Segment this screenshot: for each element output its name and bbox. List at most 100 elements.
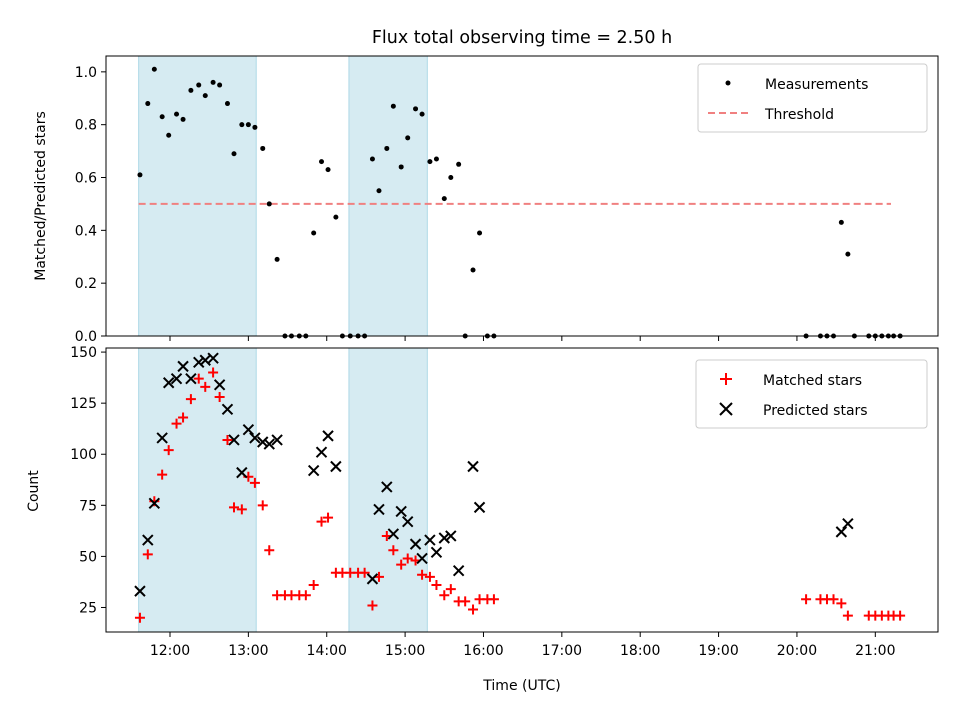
top-y-tick-label: 1.0 <box>75 65 97 81</box>
measurement-point <box>369 156 375 162</box>
measurement-point <box>477 230 483 236</box>
matched-star-point <box>157 469 168 480</box>
matched-star-point <box>308 580 319 591</box>
matched-star-point <box>417 569 428 580</box>
legend-threshold-label: Threshold <box>764 107 834 123</box>
matched-star-point <box>836 598 847 609</box>
predicted-star-point <box>395 505 407 518</box>
measurement-point <box>274 256 280 262</box>
predicted-star-point <box>315 446 328 458</box>
measurement-point <box>231 151 237 157</box>
top-y-tick-label: 0.6 <box>75 171 97 187</box>
predicted-star-point <box>473 501 486 514</box>
predicted-star-point <box>142 534 154 546</box>
predicted-star-point <box>185 372 197 385</box>
matched-star-point <box>185 394 196 405</box>
matched-star-point <box>460 596 471 607</box>
predicted-star-point <box>387 528 400 540</box>
matched-star-point <box>200 381 211 392</box>
predicted-star-point <box>257 436 269 448</box>
matched-star-point <box>178 412 189 423</box>
predicted-star-point <box>835 526 848 538</box>
measurement-point <box>180 116 186 122</box>
measurement-point <box>376 188 382 194</box>
predicted-star-point <box>366 573 379 585</box>
legend-matched-label: Matched stars <box>763 373 862 389</box>
predicted-star-point <box>330 460 342 473</box>
bottom-shaded-interval <box>138 347 257 633</box>
predicted-star-point <box>373 503 385 516</box>
matched-star-point <box>214 392 225 403</box>
predicted-star-point <box>148 497 161 509</box>
predicted-star-point <box>249 432 261 444</box>
matched-star-point <box>163 445 174 456</box>
x-tick-label: 13:00 <box>228 643 268 659</box>
measurement-point <box>390 103 396 109</box>
predicted-star-point <box>193 356 205 369</box>
predicted-star-point <box>134 585 146 597</box>
matched-star-point <box>171 418 182 429</box>
measurement-point <box>441 196 447 202</box>
predicted-star-point <box>842 518 854 530</box>
matched-star-point <box>402 553 413 564</box>
matched-star-point <box>229 502 239 513</box>
measurement-point <box>196 82 202 88</box>
top-shaded-interval <box>138 55 257 337</box>
bottom-panel: 12:00 13:00 14:00 15:00 16:00 17:00 18:00 19:00… <box>26 345 939 694</box>
top-legend: Measurements Threshold <box>697 63 928 133</box>
measurement-point <box>260 145 266 151</box>
bottom-y-tick-label: 125 <box>70 396 97 412</box>
measurement-point <box>217 82 223 88</box>
measurement-point <box>433 156 439 162</box>
matched-star-point <box>439 590 450 601</box>
predicted-star-point <box>307 464 320 477</box>
measurement-point <box>413 106 419 112</box>
matched-star-point <box>134 612 145 623</box>
x-tick-label: 12:00 <box>150 643 190 659</box>
legend-predicted-label: Predicted stars <box>763 403 868 419</box>
matched-star-point <box>193 373 204 384</box>
x-tick-label: 18:00 <box>620 643 660 659</box>
matched-star-point <box>222 434 233 445</box>
bottom-legend-box <box>695 359 928 429</box>
predicted-star-point <box>242 424 255 436</box>
predicted-star-point <box>177 360 189 373</box>
matched-star-point <box>316 516 327 527</box>
top-y-tick-label: 0.8 <box>75 118 97 134</box>
matched-star-point <box>208 367 219 378</box>
matched-star-point <box>396 559 407 570</box>
x-tick-label: 17:00 <box>542 643 582 659</box>
predicted-star-point <box>381 481 393 493</box>
predicted-star-point <box>445 530 457 542</box>
predicted-star-point <box>430 546 443 559</box>
measurement-point <box>405 135 411 141</box>
measurement-point <box>252 124 258 130</box>
bottom-y-tick-label: 150 <box>70 345 97 361</box>
measurement-point <box>224 101 230 107</box>
matched-star-point <box>257 500 268 511</box>
measurement-point <box>239 122 245 128</box>
predicted-star-point <box>156 432 168 444</box>
measurement-point <box>470 267 476 273</box>
predicted-star-point <box>452 564 465 577</box>
matched-star-point <box>895 610 906 621</box>
top-plot-frame <box>105 55 939 337</box>
predicted-star-point <box>236 466 248 479</box>
x-tick-label: 19:00 <box>698 643 738 659</box>
x-axis-label: Time (UTC) <box>482 678 560 694</box>
matched-star-point <box>468 604 479 615</box>
measurement-point <box>384 145 390 151</box>
matched-star-point <box>367 600 378 611</box>
predicted-star-point <box>271 434 283 446</box>
measurement-point <box>266 201 272 207</box>
predicted-star-point <box>207 352 219 364</box>
measurement-point <box>838 219 844 225</box>
x-tick-label: 20:00 <box>777 643 817 659</box>
measurement-point <box>145 101 151 107</box>
matched-star-point <box>323 512 334 523</box>
predicted-star-point <box>213 379 226 391</box>
top-panel: 0.0 0.2 0.4 0.6 0.8 1.0 Matched/Predicted sta… <box>33 55 939 345</box>
legend-measurements-marker <box>725 80 731 86</box>
top-y-tick-label: 0.4 <box>75 223 97 239</box>
predicted-star-point <box>416 552 428 565</box>
